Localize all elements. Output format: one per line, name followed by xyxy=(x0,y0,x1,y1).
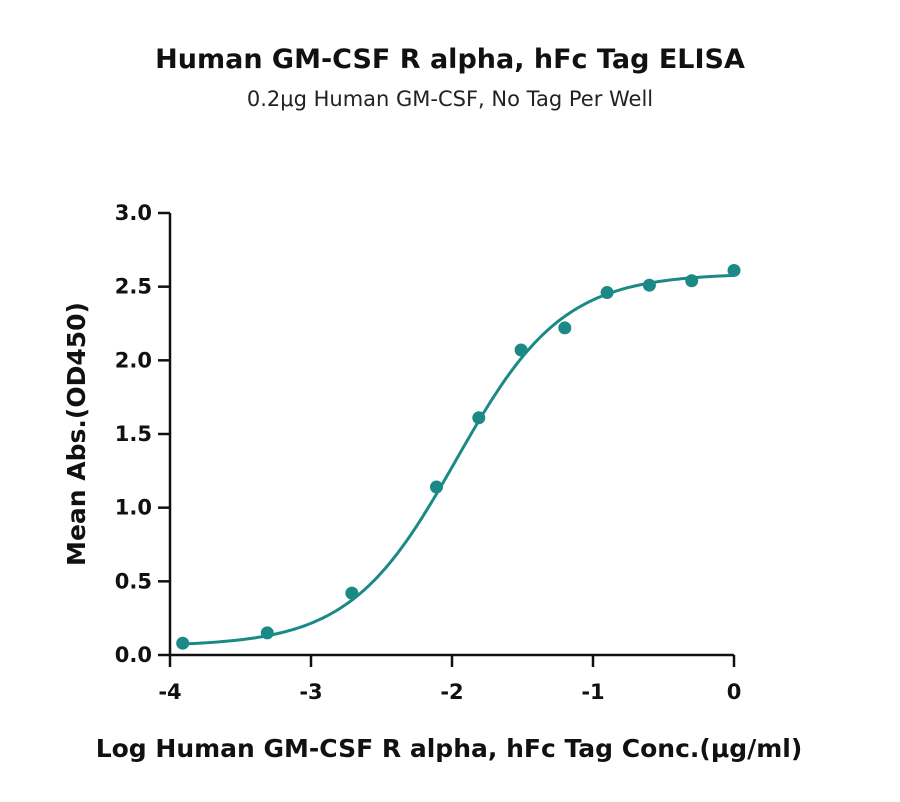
y-tick-label: 2.5 xyxy=(115,275,152,299)
data-point xyxy=(472,411,486,425)
y-ticks: 0.0 0.5 1.0 1.5 2.0 2.5 3.0 xyxy=(115,201,170,667)
data-points xyxy=(176,263,741,650)
y-tick-label: 3.0 xyxy=(115,201,152,225)
fit-curve xyxy=(176,273,735,646)
x-tick-label: -1 xyxy=(581,680,604,704)
y-tick-label: 0.0 xyxy=(115,643,152,667)
data-point xyxy=(429,480,443,494)
data-point xyxy=(260,626,274,640)
data-point xyxy=(345,586,359,600)
x-tick-label: -4 xyxy=(158,680,181,704)
x-tick-label: 0 xyxy=(727,680,742,704)
y-tick-label: 0.5 xyxy=(115,569,152,593)
y-tick-label: 1.5 xyxy=(115,422,152,446)
x-ticks: -4 -3 -2 -1 0 xyxy=(158,655,741,704)
data-point xyxy=(642,278,656,292)
data-point xyxy=(514,343,528,357)
y-axis-label: Mean Abs.(OD450) xyxy=(62,302,91,566)
y-tick-label: 1.0 xyxy=(115,496,152,520)
x-tick-label: -2 xyxy=(440,680,463,704)
data-point xyxy=(600,286,614,300)
data-point xyxy=(727,263,741,277)
data-point xyxy=(558,321,572,335)
x-axis-label: Log Human GM-CSF R alpha, hFc Tag Conc.(… xyxy=(96,734,803,763)
data-point xyxy=(176,636,190,650)
data-point xyxy=(685,274,699,288)
chart-subtitle: 0.2μg Human GM-CSF, No Tag Per Well xyxy=(247,87,653,111)
y-tick-label: 2.0 xyxy=(115,348,152,372)
x-tick-label: -3 xyxy=(299,680,322,704)
chart-title: Human GM-CSF R alpha, hFc Tag ELISA xyxy=(155,44,745,75)
